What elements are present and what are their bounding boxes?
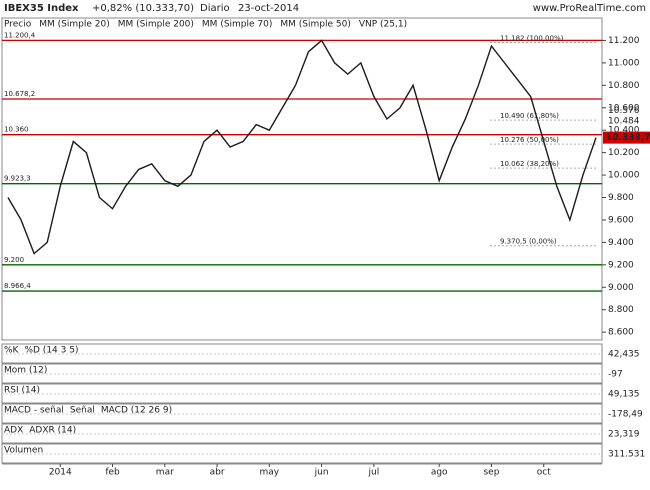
symbol: IBEX35 Index bbox=[4, 3, 79, 14]
indicator-label: Señal bbox=[70, 406, 95, 416]
y-tick-label: 10.400 bbox=[608, 126, 640, 136]
y-tick-label: 10.800 bbox=[608, 81, 640, 91]
level-label: 8.966,4 bbox=[4, 282, 31, 290]
y-tick-label: 11.000 bbox=[608, 58, 640, 68]
y-tick-label: 9.000 bbox=[608, 283, 634, 293]
y-tick-label: 9.800 bbox=[608, 193, 634, 203]
y-tick-label: 10.000 bbox=[608, 171, 640, 181]
price-label: 10.484 bbox=[608, 116, 640, 126]
indicator-label: ADXR (14) bbox=[29, 426, 76, 436]
x-tick-label: jun bbox=[314, 468, 329, 478]
x-tick-label: ago bbox=[431, 468, 448, 478]
x-tick-label: mar bbox=[156, 468, 174, 478]
indicator-value: 49,135 bbox=[608, 390, 640, 400]
indicator-label: Volumen bbox=[4, 446, 43, 456]
level-label: 10.360 bbox=[4, 126, 29, 134]
indicator-label: MACD (12 26 9) bbox=[101, 406, 172, 416]
fib-label: 11.182 (100,00%) bbox=[500, 34, 564, 42]
indicator-label: Mom (12) bbox=[4, 366, 47, 376]
level-label: 10.678,2 bbox=[4, 90, 35, 98]
site: www.ProRealTime.com bbox=[533, 3, 646, 14]
y-tick-label: 8.800 bbox=[608, 305, 634, 315]
legend-entry: MM (Simple 50) bbox=[280, 20, 350, 30]
indicator-label: ADX bbox=[4, 426, 23, 436]
x-tick-label: feb bbox=[105, 468, 120, 478]
legend-entry: MM (Simple 70) bbox=[202, 20, 272, 30]
y-tick-label: 10.200 bbox=[608, 148, 640, 158]
price-label: 10.576 bbox=[608, 106, 640, 116]
indicator-value: 42,435 bbox=[608, 350, 640, 360]
indicator-label: %D (14 3 5) bbox=[24, 346, 78, 356]
period: Diario bbox=[200, 3, 230, 14]
x-tick-label: sep bbox=[483, 468, 499, 478]
fib-label: 9.370,5 (0,00%) bbox=[500, 238, 557, 246]
indicator-label: %K bbox=[4, 346, 20, 356]
date: 23-oct-2014 bbox=[238, 3, 299, 14]
last-price-box bbox=[603, 131, 650, 144]
level-label: 9.200 bbox=[4, 256, 24, 264]
change: +0,82% (10.333,70) bbox=[92, 3, 194, 14]
indicator-value: -178,49 bbox=[608, 410, 643, 420]
x-tick-label: may bbox=[260, 468, 280, 478]
level-label: 9.923,3 bbox=[4, 175, 31, 183]
y-tick-label: 9.200 bbox=[608, 260, 634, 270]
legend-entry: VNP (25,1) bbox=[359, 20, 407, 30]
legend-entry: Precio bbox=[4, 20, 32, 30]
main-pane bbox=[1, 17, 603, 341]
indicator-label: RSI (14) bbox=[4, 386, 40, 396]
indicator-value: 311.531 bbox=[608, 450, 645, 460]
y-tick-label: 10.600 bbox=[608, 103, 640, 113]
fib-label: 10.490 (61,80%) bbox=[500, 112, 559, 120]
level-label: 11.200,4 bbox=[4, 31, 36, 39]
fib-label: 10.276 (50,00%) bbox=[500, 136, 559, 144]
x-tick-label: jul bbox=[368, 468, 380, 478]
y-tick-label: 8.600 bbox=[608, 328, 634, 338]
last-price-label: 10.333,70 bbox=[606, 133, 650, 143]
y-tick-label: 11.200 bbox=[608, 36, 640, 46]
x-tick-label: oct bbox=[537, 468, 551, 478]
x-tick-label: abr bbox=[210, 468, 225, 478]
x-tick-label: 2014 bbox=[49, 468, 72, 478]
legend-entry: MM (Simple 20) bbox=[39, 20, 109, 30]
indicator-value: 23,319 bbox=[608, 430, 640, 440]
indicator-label: MACD - señal bbox=[4, 406, 64, 416]
indicator-value: -97 bbox=[608, 370, 623, 380]
fib-label: 10.062 (38,20%) bbox=[500, 160, 559, 168]
y-tick-label: 9.400 bbox=[608, 238, 634, 248]
price-line bbox=[7, 39, 597, 255]
y-tick-label: 9.600 bbox=[608, 215, 634, 225]
legend-entry: MM (Simple 200) bbox=[118, 20, 194, 30]
